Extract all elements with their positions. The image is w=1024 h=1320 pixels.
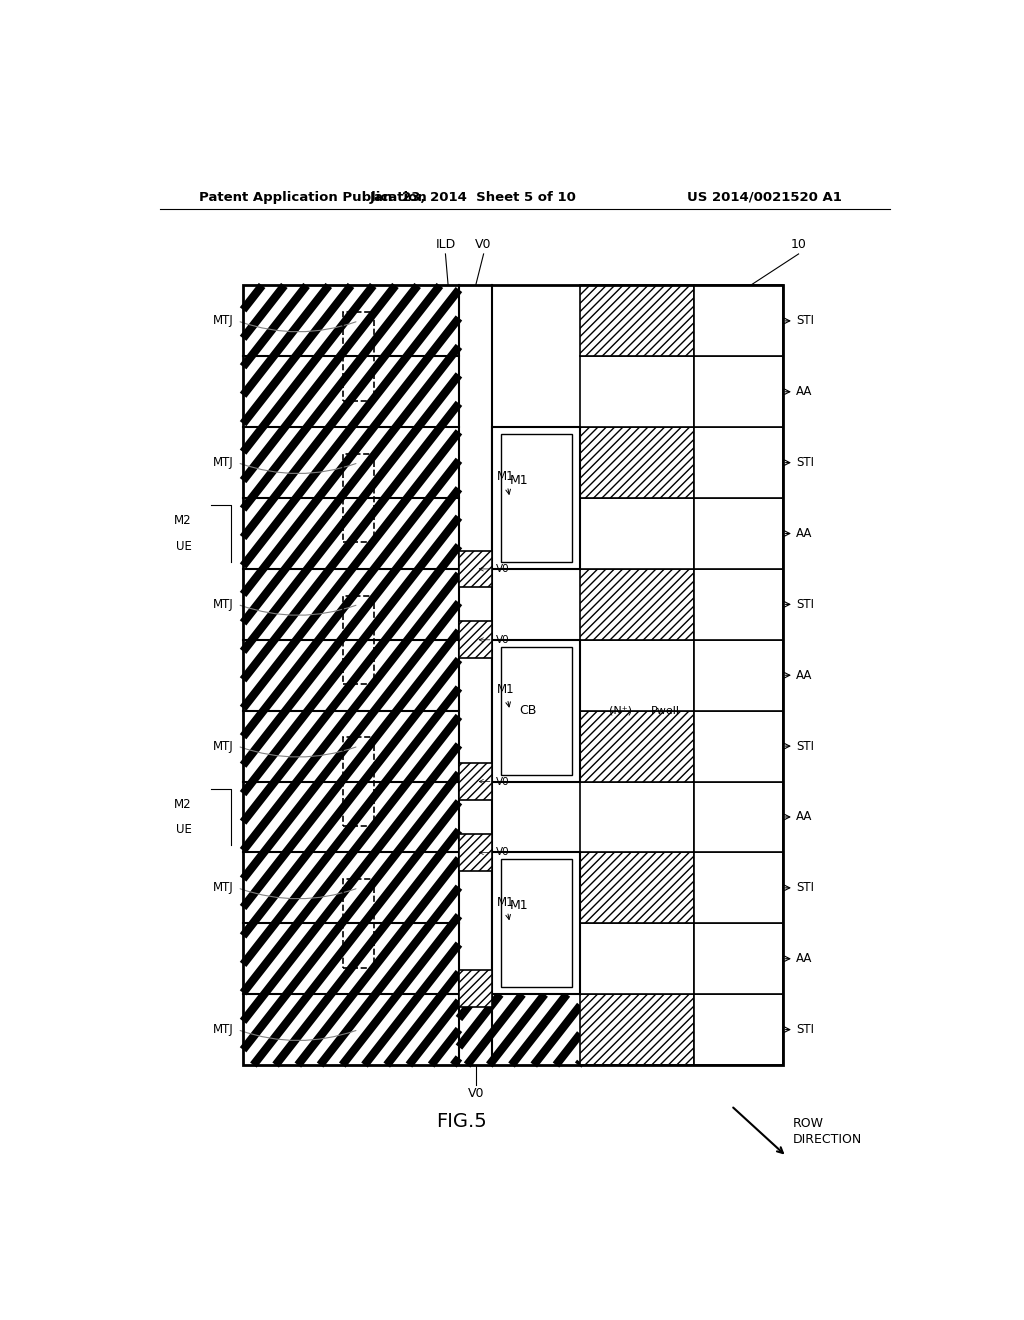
Bar (493, 428, 581, 569)
Bar (581, 356, 693, 428)
Text: AA: AA (797, 385, 813, 399)
Bar (581, 569, 693, 640)
Bar (343, 595, 374, 684)
Text: UE: UE (175, 824, 191, 837)
Bar (501, 859, 571, 987)
Text: M1: M1 (497, 682, 514, 708)
Bar (343, 879, 374, 968)
Text: M1: M1 (510, 899, 528, 912)
Bar (581, 285, 693, 356)
Bar (493, 853, 581, 994)
Text: M2: M2 (174, 797, 191, 810)
Bar (581, 923, 693, 994)
Text: V0: V0 (479, 564, 509, 574)
Bar (459, 550, 493, 587)
Bar (243, 285, 782, 1065)
Bar (581, 498, 693, 569)
Text: V0: V0 (479, 847, 509, 858)
Bar (581, 428, 693, 498)
Text: STI: STI (797, 598, 814, 611)
Text: MTJ: MTJ (213, 598, 233, 611)
Bar (581, 853, 693, 923)
Text: M1: M1 (510, 474, 528, 487)
Text: MTJ: MTJ (213, 739, 233, 752)
Bar (459, 970, 493, 1007)
Text: UE: UE (175, 540, 191, 553)
Text: ROW
DIRECTION: ROW DIRECTION (793, 1117, 862, 1146)
Text: V0: V0 (467, 1088, 484, 1101)
Text: STI: STI (797, 457, 814, 469)
Text: Pwell: Pwell (651, 706, 680, 715)
Text: 10: 10 (791, 238, 807, 251)
Bar (243, 285, 782, 1065)
Bar (693, 853, 782, 923)
Text: V0: V0 (479, 635, 509, 644)
Text: V0: V0 (475, 238, 492, 251)
Bar (581, 994, 693, 1065)
Text: M1: M1 (497, 895, 514, 920)
Bar (501, 647, 571, 775)
Text: US 2014/0021520 A1: US 2014/0021520 A1 (687, 190, 842, 203)
Bar (581, 710, 693, 781)
Bar (581, 640, 693, 710)
Bar (501, 434, 571, 562)
Bar (459, 763, 493, 800)
Bar (459, 834, 493, 871)
Bar (693, 356, 782, 428)
Bar (693, 994, 782, 1065)
Text: STI: STI (797, 882, 814, 895)
Text: MTJ: MTJ (213, 882, 233, 895)
Text: AA: AA (797, 527, 813, 540)
Text: (N⁺): (N⁺) (608, 706, 632, 715)
Text: FIG.5: FIG.5 (436, 1113, 486, 1131)
Bar (693, 710, 782, 781)
Bar (343, 738, 374, 826)
Text: AA: AA (797, 952, 813, 965)
Text: ILD: ILD (435, 238, 456, 251)
Text: M2: M2 (174, 515, 191, 527)
Text: AA: AA (797, 669, 813, 681)
Bar (343, 312, 374, 400)
Bar (693, 569, 782, 640)
Text: Jan. 23, 2014  Sheet 5 of 10: Jan. 23, 2014 Sheet 5 of 10 (370, 190, 577, 203)
Text: Patent Application Publication: Patent Application Publication (200, 190, 427, 203)
Bar (343, 454, 374, 543)
Bar (693, 640, 782, 710)
Bar (693, 781, 782, 853)
Text: CB: CB (519, 704, 537, 717)
Bar (459, 622, 493, 659)
Text: AA: AA (797, 810, 813, 824)
Text: MTJ: MTJ (213, 457, 233, 469)
Bar (581, 781, 693, 853)
Bar (693, 923, 782, 994)
Bar (693, 428, 782, 498)
Text: M1: M1 (497, 470, 514, 494)
Text: MTJ: MTJ (213, 1023, 233, 1036)
Text: MTJ: MTJ (213, 314, 233, 327)
Bar (693, 285, 782, 356)
Text: V0: V0 (479, 776, 509, 787)
Text: STI: STI (797, 314, 814, 327)
Text: STI: STI (797, 739, 814, 752)
Text: STI: STI (797, 1023, 814, 1036)
Bar (493, 640, 581, 781)
Bar (693, 498, 782, 569)
